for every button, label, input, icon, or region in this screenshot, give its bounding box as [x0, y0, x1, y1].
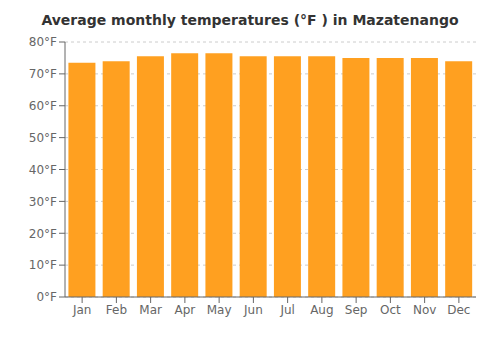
svg-text:0°F: 0°F — [36, 290, 57, 304]
svg-text:Oct: Oct — [380, 303, 401, 317]
svg-text:30°F: 30°F — [29, 195, 57, 209]
svg-text:Aug: Aug — [310, 303, 333, 317]
svg-text:Feb: Feb — [106, 303, 127, 317]
svg-text:Jun: Jun — [243, 303, 263, 317]
svg-text:80°F: 80°F — [29, 35, 57, 49]
svg-text:Mar: Mar — [139, 303, 162, 317]
svg-text:Dec: Dec — [447, 303, 470, 317]
svg-text:60°F: 60°F — [29, 99, 57, 113]
svg-text:40°F: 40°F — [29, 163, 57, 177]
svg-text:Jan: Jan — [72, 303, 92, 317]
html-text:Average monthly temperatures (: Average monthly temperatures (°F ) in Ma… — [41, 12, 459, 28]
svg-text:50°F: 50°F — [29, 131, 57, 145]
svg-text:Sep: Sep — [345, 303, 368, 317]
svg-text:20°F: 20°F — [29, 227, 57, 241]
svg-text:70°F: 70°F — [29, 67, 57, 81]
svg-text:Jul: Jul — [279, 303, 294, 317]
svg-text:Apr: Apr — [174, 303, 195, 317]
svg-text:10°F: 10°F — [29, 258, 57, 272]
svg-text:May: May — [207, 303, 232, 317]
svg-text:Nov: Nov — [413, 303, 436, 317]
